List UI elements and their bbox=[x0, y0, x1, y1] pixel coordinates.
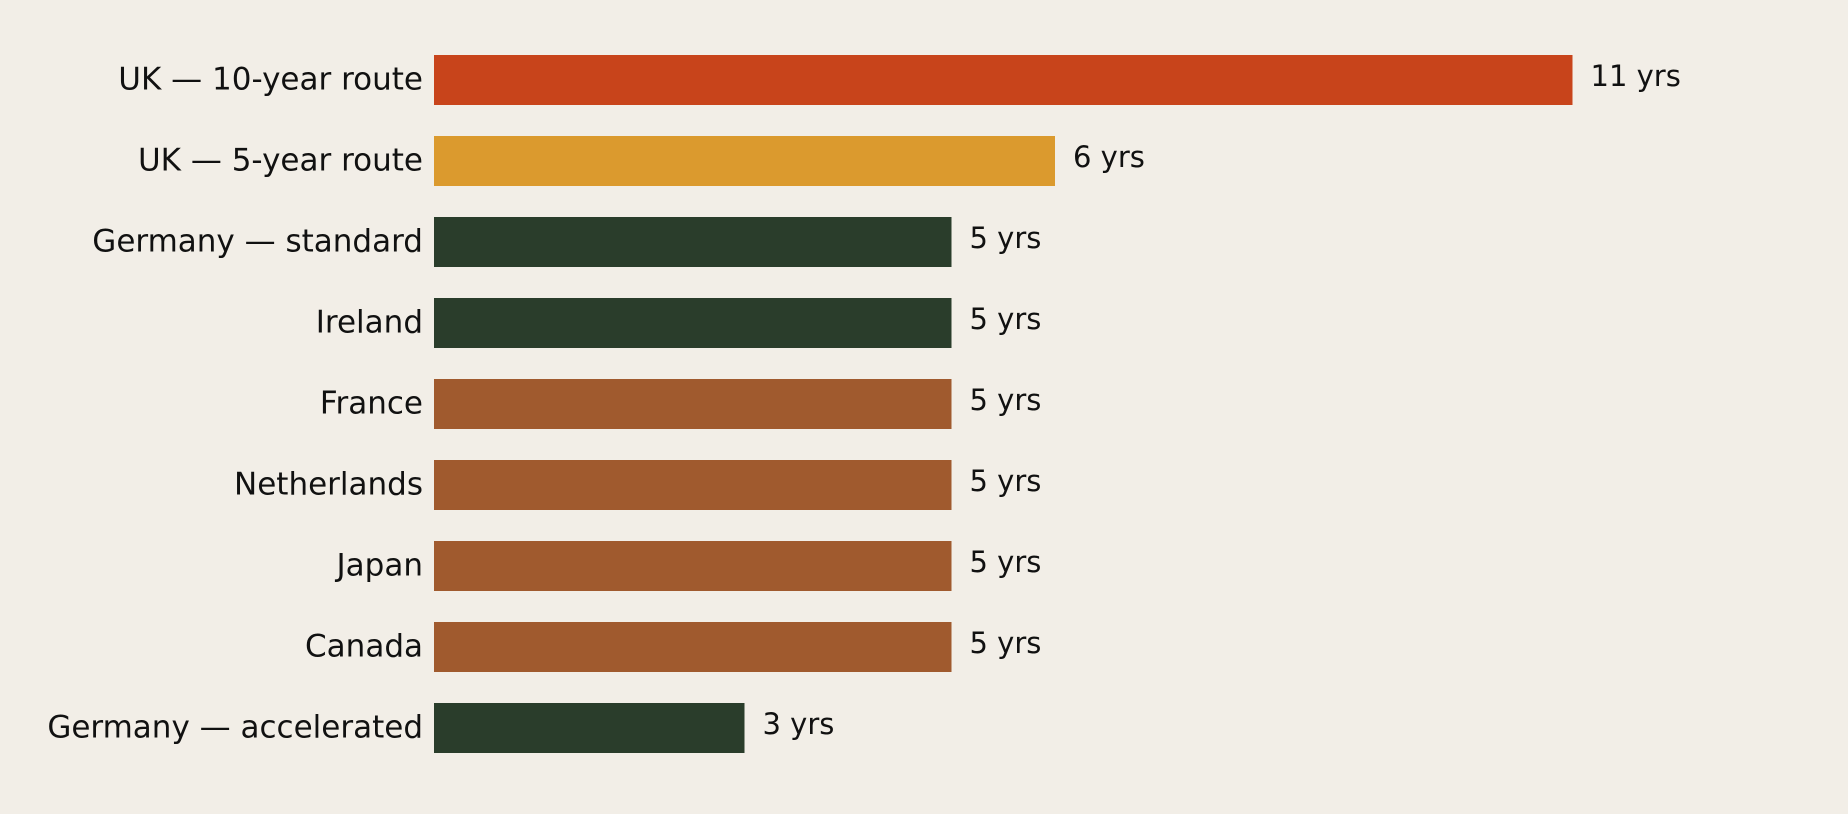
category-label: Canada bbox=[305, 629, 423, 665]
bar bbox=[434, 55, 1573, 105]
value-label: 5 yrs bbox=[970, 626, 1042, 660]
value-label: 5 yrs bbox=[970, 545, 1042, 579]
category-label: UK — 10-year route bbox=[118, 62, 423, 98]
category-label: Germany — standard bbox=[92, 224, 423, 260]
value-label: 6 yrs bbox=[1073, 140, 1145, 174]
value-label: 11 yrs bbox=[1591, 59, 1681, 93]
bar bbox=[434, 460, 952, 510]
value-label: 3 yrs bbox=[763, 707, 835, 741]
value-label: 5 yrs bbox=[970, 464, 1042, 498]
bar bbox=[434, 298, 952, 348]
category-label: France bbox=[320, 386, 423, 422]
category-label: Germany — accelerated bbox=[47, 710, 423, 746]
category-label: UK — 5-year route bbox=[138, 143, 423, 179]
value-label: 5 yrs bbox=[970, 383, 1042, 417]
bar bbox=[434, 136, 1055, 186]
category-label: Japan bbox=[335, 548, 423, 584]
bar bbox=[434, 703, 745, 753]
category-label: Netherlands bbox=[234, 467, 423, 503]
value-label: 5 yrs bbox=[970, 221, 1042, 255]
category-label: Ireland bbox=[316, 305, 423, 341]
bar bbox=[434, 379, 952, 429]
value-label: 5 yrs bbox=[970, 302, 1042, 336]
bar bbox=[434, 622, 952, 672]
bar bbox=[434, 217, 952, 267]
bar bbox=[434, 541, 952, 591]
